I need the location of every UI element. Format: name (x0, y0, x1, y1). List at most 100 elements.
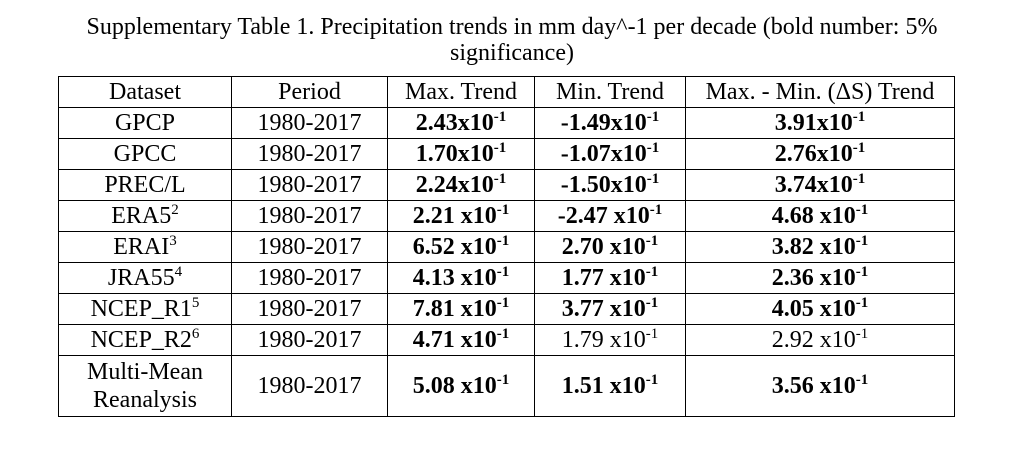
dataset-name: ERA5 (111, 203, 172, 229)
cell-min-trend: 2.70 x10-1 (534, 231, 686, 263)
caption-line-2: significance) (450, 40, 574, 66)
cell-min-trend: -2.47 x10-1 (534, 200, 686, 232)
value-mantissa: 5.08 x10 (412, 373, 497, 399)
value-mantissa: 2.36 x10 (771, 265, 856, 291)
cell-dataset: GPCP (58, 107, 232, 139)
table-row: NCEP_R26 1980-2017 4.71 x10-1 1.79 x10-1 2.9… (58, 324, 955, 356)
cell-min-trend: -1.07x10-1 (534, 138, 686, 170)
value-mantissa: 6.52 x10 (412, 234, 497, 260)
value-mantissa: 3.82 x10 (771, 234, 856, 260)
value-mantissa: 4.13 x10 (412, 265, 497, 291)
cell-delta-trend: 3.82 x10-1 (685, 231, 955, 263)
value-exponent: -1 (646, 109, 660, 125)
dataset-footnote-marker: 4 (174, 264, 183, 280)
header-min-trend: Min. Trend (534, 76, 686, 108)
value-mantissa: 1.77 x10 (561, 265, 646, 291)
value-exponent: -1 (852, 171, 866, 187)
value-exponent: -1 (855, 233, 869, 249)
value-exponent: -1 (496, 233, 510, 249)
cell-period: 1980-2017 (231, 231, 388, 263)
value-mantissa: 3.74x10 (774, 172, 853, 198)
value-exponent: -1 (493, 109, 507, 125)
value-exponent: -1 (496, 202, 510, 218)
value-mantissa: -1.50x10 (560, 172, 647, 198)
value-mantissa: 3.91x10 (774, 110, 853, 136)
cell-period: 1980-2017 (231, 138, 388, 170)
value-mantissa: 2.43x10 (415, 110, 494, 136)
value-mantissa: 2.21 x10 (412, 203, 497, 229)
value-mantissa: 3.77 x10 (561, 296, 646, 322)
value-exponent: -1 (645, 295, 659, 311)
cell-dataset: ERA52 (58, 200, 232, 232)
table-header-row: Dataset Period Max. Trend Min. Trend Max… (58, 76, 955, 108)
value-exponent: -1 (646, 171, 660, 187)
dataset-footnote-marker: 5 (191, 295, 200, 311)
table-caption: Supplementary Table 1. Precipitation tre… (30, 14, 994, 66)
value-exponent: -1 (645, 372, 659, 388)
cell-dataset: NCEP_R26 (58, 324, 232, 356)
dataset-footnote-marker: 3 (169, 233, 177, 249)
value-exponent: -1 (855, 295, 869, 311)
cell-delta-trend: 2.76x10-1 (685, 138, 955, 170)
cell-min-trend: 1.51 x10-1 (534, 355, 686, 417)
value-mantissa: 2.24x10 (415, 172, 494, 198)
value-mantissa: -1.07x10 (560, 141, 647, 167)
value-exponent: -1 (493, 140, 507, 156)
cell-min-trend: -1.50x10-1 (534, 169, 686, 201)
dataset-line-2: Reanalysis (93, 387, 197, 413)
value-mantissa: 7.81 x10 (412, 296, 497, 322)
dataset-name: NCEP_R2 (90, 327, 192, 353)
cell-dataset: PREC/L (58, 169, 232, 201)
header-max-trend: Max. Trend (387, 76, 535, 108)
dataset-name: GPCC (113, 141, 177, 167)
dataset-footnote-marker: 6 (191, 326, 200, 342)
value-exponent: -1 (649, 202, 663, 218)
header-delta-trend: Max. - Min. (ΔS) Trend (685, 76, 955, 108)
value-mantissa: 4.71 x10 (412, 327, 497, 353)
value-mantissa: 2.76x10 (774, 141, 853, 167)
cell-max-trend: 5.08 x10-1 (387, 355, 535, 417)
value-mantissa: 4.05 x10 (771, 296, 856, 322)
cell-max-trend: 2.43x10-1 (387, 107, 535, 139)
cell-delta-trend: 4.05 x10-1 (685, 293, 955, 325)
cell-period: 1980-2017 (231, 324, 388, 356)
cell-max-trend: 4.71 x10-1 (387, 324, 535, 356)
header-period: Period (231, 76, 388, 108)
cell-min-trend: 1.79 x10-1 (534, 324, 686, 356)
cell-dataset: Multi-Mean Reanalysis (58, 355, 232, 417)
cell-delta-trend: 3.91x10-1 (685, 107, 955, 139)
value-mantissa: 4.68 x10 (771, 203, 856, 229)
cell-delta-trend: 3.74x10-1 (685, 169, 955, 201)
value-exponent: -1 (496, 372, 510, 388)
dataset-name: PREC/L (104, 172, 186, 198)
cell-max-trend: 6.52 x10-1 (387, 231, 535, 263)
value-mantissa: 2.92 x10 (771, 327, 856, 353)
value-exponent: -1 (496, 295, 510, 311)
value-mantissa: 3.56 x10 (771, 373, 856, 399)
caption-line-1: Supplementary Table 1. Precipitation tre… (86, 14, 938, 40)
value-exponent: -1 (645, 326, 659, 342)
value-exponent: -1 (496, 264, 510, 280)
cell-delta-trend: 3.56 x10-1 (685, 355, 955, 417)
value-exponent: -1 (852, 140, 866, 156)
table-row: GPCP 1980-2017 2.43x10-1 -1.49x10-1 3.91x10-… (58, 107, 955, 139)
cell-period: 1980-2017 (231, 355, 388, 417)
value-mantissa: -1.49x10 (560, 110, 647, 136)
cell-min-trend: 3.77 x10-1 (534, 293, 686, 325)
cell-period: 1980-2017 (231, 169, 388, 201)
header-dataset: Dataset (58, 76, 232, 108)
cell-period: 1980-2017 (231, 262, 388, 294)
table-row: PREC/L 1980-2017 2.24x10-1 -1.50x10-1 3.74x1… (58, 169, 955, 201)
table-row: NCEP_R15 1980-2017 7.81 x10-1 3.77 x10-1 4.0… (58, 293, 955, 325)
value-mantissa: 2.70 x10 (561, 234, 646, 260)
table-row: ERAI3 1980-2017 6.52 x10-1 2.70 x10-1 3.82 x… (58, 231, 955, 263)
dataset-name: ERAI (113, 234, 170, 260)
cell-dataset: NCEP_R15 (58, 293, 232, 325)
value-exponent: -1 (645, 264, 659, 280)
value-exponent: -1 (646, 140, 660, 156)
cell-delta-trend: 2.92 x10-1 (685, 324, 955, 356)
value-exponent: -1 (496, 326, 510, 342)
dataset-name: NCEP_R1 (90, 296, 192, 322)
cell-period: 1980-2017 (231, 293, 388, 325)
value-exponent: -1 (855, 264, 869, 280)
